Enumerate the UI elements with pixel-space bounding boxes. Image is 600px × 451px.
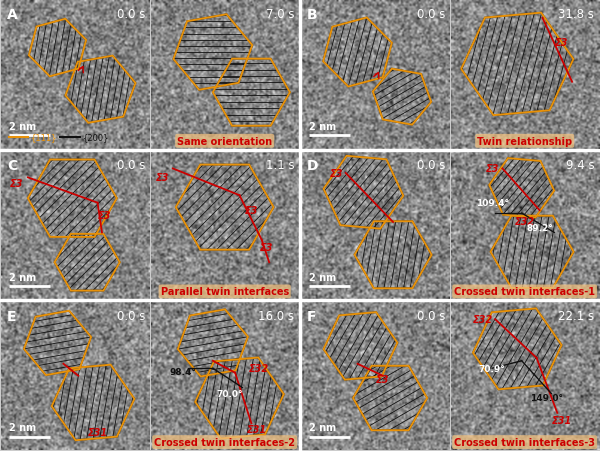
Text: 31.8 s: 31.8 s (559, 8, 595, 21)
Text: Σ3: Σ3 (330, 169, 343, 179)
Text: E: E (7, 309, 17, 323)
Text: 2 nm: 2 nm (8, 272, 36, 282)
Text: 98.4°: 98.4° (170, 367, 197, 376)
Text: 22.1 s: 22.1 s (558, 309, 595, 322)
Text: A: A (7, 8, 18, 22)
Text: Σ31: Σ31 (551, 415, 572, 425)
Text: Σ31: Σ31 (247, 424, 268, 434)
Text: {111}: {111} (31, 133, 58, 142)
Text: Σ32: Σ32 (515, 216, 535, 226)
Text: Σ3: Σ3 (156, 173, 169, 183)
Text: {200}: {200} (83, 133, 109, 142)
Text: 0.0 s: 0.0 s (116, 8, 145, 21)
Text: 7.0 s: 7.0 s (266, 8, 295, 21)
Text: Twin relationship: Twin relationship (477, 137, 572, 147)
Text: 149.0°: 149.0° (530, 394, 563, 403)
Text: F: F (307, 309, 317, 323)
Text: Σ3: Σ3 (245, 206, 258, 216)
Text: C: C (7, 159, 17, 173)
Text: Crossed twin interfaces-1: Crossed twin interfaces-1 (454, 287, 595, 297)
Text: 0.0 s: 0.0 s (416, 159, 445, 172)
Text: Σ3: Σ3 (485, 164, 499, 174)
Text: 2 nm: 2 nm (8, 422, 36, 432)
Text: Σ31: Σ31 (88, 427, 107, 437)
Text: Σ3: Σ3 (98, 210, 112, 220)
Text: Σ3: Σ3 (260, 243, 273, 253)
Text: 1.1 s: 1.1 s (266, 159, 295, 172)
Text: Σ3: Σ3 (10, 179, 23, 189)
Text: 2 nm: 2 nm (308, 122, 336, 132)
Text: Crossed twin interfaces-2: Crossed twin interfaces-2 (154, 437, 295, 447)
Text: 0.0 s: 0.0 s (416, 8, 445, 21)
Text: B: B (307, 8, 318, 22)
Text: 2 nm: 2 nm (308, 272, 336, 282)
Text: 0.0 s: 0.0 s (116, 159, 145, 172)
Text: Σ3: Σ3 (555, 37, 568, 47)
Text: Σ32: Σ32 (473, 314, 493, 324)
Text: 109.4°: 109.4° (476, 199, 509, 208)
Text: 2 nm: 2 nm (308, 422, 336, 432)
Text: 2 nm: 2 nm (8, 122, 36, 132)
Text: Crossed twin interfaces-3: Crossed twin interfaces-3 (454, 437, 595, 447)
Text: Same orientation: Same orientation (177, 137, 272, 147)
Text: 70.9°: 70.9° (479, 364, 505, 373)
Text: D: D (307, 159, 319, 173)
Text: 16.0 s: 16.0 s (259, 309, 295, 322)
Text: Parallel twin interfaces: Parallel twin interfaces (161, 287, 289, 297)
Text: Σ32: Σ32 (249, 364, 269, 373)
Text: 0.0 s: 0.0 s (116, 309, 145, 322)
Text: 9.4 s: 9.4 s (566, 159, 595, 172)
Text: 70.0°: 70.0° (216, 389, 242, 398)
Text: 89.2°: 89.2° (526, 224, 553, 233)
Text: Σ3: Σ3 (376, 374, 389, 384)
Text: 0.0 s: 0.0 s (416, 309, 445, 322)
